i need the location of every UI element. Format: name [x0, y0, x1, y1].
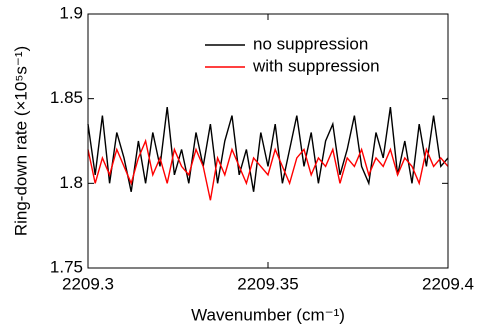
legend-label: no suppression: [253, 34, 368, 53]
y-tick-label: 1.75: [50, 257, 83, 276]
y-tick-label: 1.9: [59, 3, 83, 22]
x-axis-label: Wavenumber (cm⁻¹): [191, 305, 345, 324]
x-tick-label: 2209.35: [237, 274, 298, 293]
y-tick-label: 1.8: [59, 173, 83, 192]
y-tick-label: 1.85: [50, 88, 83, 107]
data-line: [87, 107, 449, 192]
y-axis-label: Ring-down rate (×10⁵s⁻¹): [11, 46, 30, 236]
legend-label: with suppression: [252, 56, 380, 75]
x-tick-label: 2209.4: [422, 274, 474, 293]
x-tick-label: 2209.3: [62, 274, 114, 293]
plot-frame: [87, 13, 449, 269]
data-line: [87, 138, 449, 201]
